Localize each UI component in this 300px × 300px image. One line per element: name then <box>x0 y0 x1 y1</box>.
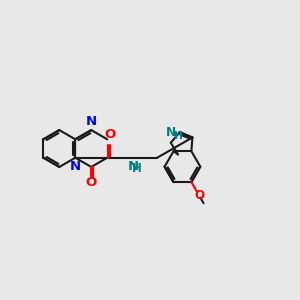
Text: N: N <box>86 115 97 128</box>
Text: N: N <box>166 126 176 139</box>
Text: N: N <box>70 160 81 173</box>
Text: O: O <box>85 176 97 189</box>
Text: H: H <box>174 131 183 141</box>
Text: H: H <box>132 162 142 175</box>
Text: O: O <box>104 128 116 141</box>
Text: O: O <box>194 189 204 202</box>
Text: N: N <box>128 160 139 172</box>
